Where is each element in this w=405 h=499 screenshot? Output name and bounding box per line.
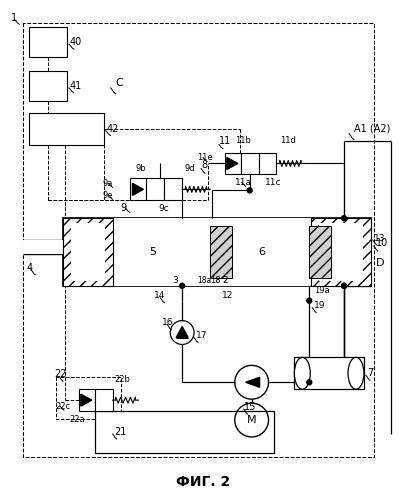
Text: 15: 15 [243, 402, 256, 412]
Text: 17: 17 [196, 331, 207, 340]
Bar [71, 223, 104, 281]
Text: D: D [375, 258, 384, 268]
Bar [258, 153, 276, 175]
Bar [29, 113, 103, 145]
Text: 22: 22 [54, 369, 66, 379]
Text: 9e: 9e [102, 191, 113, 200]
Text: 22b: 22b [114, 375, 130, 384]
Bar [294, 357, 363, 389]
Text: 5: 5 [149, 247, 156, 257]
Bar [94, 411, 273, 453]
Bar [211, 218, 311, 286]
Text: 19a: 19a [313, 286, 329, 295]
Bar [311, 218, 370, 286]
Text: 11b: 11b [234, 136, 250, 145]
Text: 13: 13 [373, 234, 384, 243]
Circle shape [341, 283, 345, 288]
Text: 6: 6 [258, 247, 264, 257]
Bar [224, 153, 240, 175]
Text: A1 (A2): A1 (A2) [353, 124, 389, 134]
Text: 22a: 22a [69, 415, 84, 424]
Bar [63, 218, 370, 286]
Text: 3: 3 [172, 276, 177, 285]
Text: 18a: 18a [196, 276, 211, 285]
Text: 11c: 11c [264, 178, 280, 187]
Text: 9d: 9d [184, 164, 194, 173]
Text: 7: 7 [366, 368, 372, 378]
Text: ФИГ. 2: ФИГ. 2 [175, 475, 230, 489]
Ellipse shape [294, 357, 309, 389]
Ellipse shape [347, 357, 363, 389]
Circle shape [179, 283, 184, 288]
Polygon shape [226, 158, 237, 170]
Bar [146, 179, 164, 200]
Circle shape [247, 188, 252, 193]
Bar [164, 179, 182, 200]
Text: 8: 8 [200, 161, 207, 171]
Text: 9b: 9b [135, 164, 146, 173]
Bar [29, 71, 67, 101]
Polygon shape [176, 326, 188, 337]
Text: 11d: 11d [280, 136, 296, 145]
Text: 11a: 11a [234, 178, 251, 187]
Text: 41: 41 [70, 81, 82, 91]
Text: 9a: 9a [102, 179, 113, 188]
Text: 10: 10 [375, 238, 387, 248]
Text: M: M [246, 415, 256, 425]
Text: 21: 21 [114, 427, 127, 437]
Text: 4: 4 [26, 263, 32, 273]
Text: 9: 9 [120, 203, 126, 213]
Text: 9c: 9c [158, 204, 168, 213]
Text: C: C [115, 78, 123, 88]
Text: 42: 42 [107, 124, 119, 134]
Text: 22c: 22c [55, 402, 70, 411]
Polygon shape [81, 394, 92, 406]
Text: 2: 2 [221, 276, 227, 285]
Polygon shape [132, 183, 143, 195]
Text: 19: 19 [313, 301, 325, 310]
Bar [240, 153, 258, 175]
Bar [209, 226, 231, 278]
Text: 12: 12 [221, 291, 232, 300]
Circle shape [341, 216, 345, 221]
Text: 11: 11 [218, 136, 230, 146]
Text: 18: 18 [209, 276, 220, 285]
Text: 14: 14 [154, 291, 165, 300]
Bar [112, 218, 211, 286]
Text: 40: 40 [70, 37, 82, 47]
Text: 16: 16 [162, 318, 173, 327]
Bar [23, 240, 63, 254]
Circle shape [341, 283, 345, 288]
Bar [29, 27, 67, 57]
Text: 1: 1 [11, 13, 17, 23]
Circle shape [306, 380, 311, 385]
Bar [309, 226, 330, 278]
Bar [130, 179, 146, 200]
Bar [79, 389, 94, 411]
Polygon shape [245, 377, 259, 387]
Text: 11e: 11e [196, 153, 212, 162]
Bar [94, 389, 112, 411]
Bar [63, 218, 112, 286]
Bar [318, 223, 362, 281]
Circle shape [306, 298, 311, 303]
